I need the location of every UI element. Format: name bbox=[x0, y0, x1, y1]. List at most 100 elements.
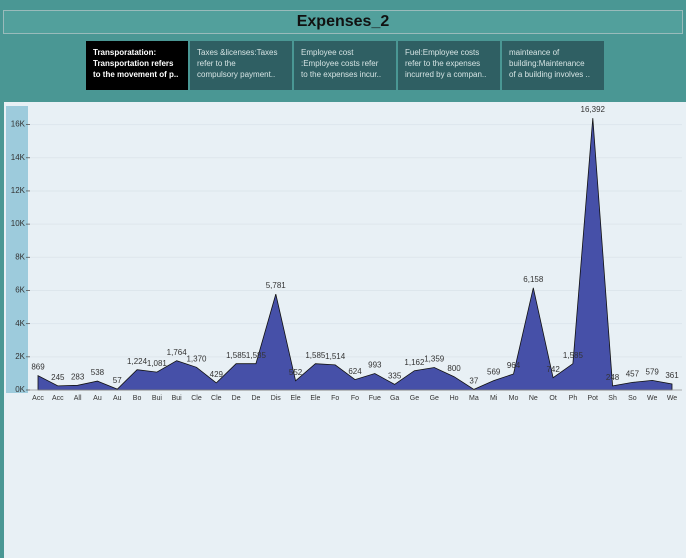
tab-text: incurred by a compan.. bbox=[405, 70, 487, 79]
filter-tab[interactable]: Fuel:Employee costs refer to the expenses… bbox=[398, 41, 500, 90]
tab-text: Transportation refers bbox=[93, 59, 174, 68]
data-label: 361 bbox=[665, 371, 679, 380]
y-tick-label: 4K bbox=[15, 319, 25, 328]
tab-text: Taxes &licenses:Taxes bbox=[197, 48, 278, 57]
x-tick-label: Dis bbox=[271, 395, 282, 402]
chart: 0K 2K 4K 6K 8K 10K 12K 14K 16K 869 Acc 245 Acc 283 All… bbox=[0, 100, 686, 558]
tab-bar: Transporatation: Transportation refers to … bbox=[86, 41, 606, 90]
data-label: 6,158 bbox=[523, 275, 544, 284]
x-tick-label: Ot bbox=[549, 395, 556, 402]
data-label: 248 bbox=[606, 373, 620, 382]
tab-text: Fuel:Employee costs bbox=[405, 48, 480, 57]
x-tick-label: Bo bbox=[133, 395, 142, 402]
x-tick-label: Fo bbox=[331, 395, 339, 402]
x-tick-label: Bui bbox=[172, 395, 183, 402]
data-label: 579 bbox=[646, 368, 660, 377]
filter-tab[interactable]: mainteance of building:Maintenance of a bu… bbox=[502, 41, 604, 90]
dashboard-title: Expenses_2 bbox=[3, 10, 683, 34]
tab-text: refer to the expenses bbox=[405, 59, 481, 68]
data-label: 16,392 bbox=[581, 105, 606, 114]
x-tick-label: Ele bbox=[310, 395, 320, 402]
data-label: 800 bbox=[447, 364, 461, 373]
data-label: 245 bbox=[51, 373, 65, 382]
x-tick-label: Ga bbox=[390, 395, 399, 402]
tab-text: Employee cost bbox=[301, 48, 354, 57]
x-tick-label: Ele bbox=[291, 395, 301, 402]
data-label: 538 bbox=[91, 368, 105, 377]
chart-panel bbox=[4, 102, 686, 558]
data-label: 552 bbox=[289, 368, 303, 377]
filter-tab[interactable]: Transporatation: Transportation refers to … bbox=[86, 41, 188, 90]
data-label: 624 bbox=[348, 367, 362, 376]
tab-text: of a building involves .. bbox=[509, 70, 590, 79]
filter-tab[interactable]: Employee cost :Employee costs refer to the… bbox=[294, 41, 396, 90]
x-tick-label: De bbox=[232, 395, 241, 402]
x-tick-label: So bbox=[628, 395, 637, 402]
tab-text: mainteance of bbox=[509, 48, 560, 57]
data-label: 1,585 bbox=[305, 351, 326, 360]
data-label: 1,514 bbox=[325, 352, 346, 361]
tab-text: to the expenses incur.. bbox=[301, 70, 382, 79]
data-label: 1,359 bbox=[424, 355, 445, 364]
y-tick-label: 0K bbox=[15, 385, 25, 394]
data-label: 1,585 bbox=[563, 351, 584, 360]
area bbox=[37, 118, 673, 391]
data-label: 1,764 bbox=[167, 348, 188, 357]
x-tick-label: Fue bbox=[369, 395, 381, 402]
x-tick-label: De bbox=[251, 395, 260, 402]
data-label: 57 bbox=[113, 376, 122, 385]
tab-text: refer to the bbox=[197, 59, 236, 68]
y-tick-label: 10K bbox=[11, 219, 26, 228]
data-label: 1,224 bbox=[127, 357, 148, 366]
x-tick-label: We bbox=[647, 395, 657, 402]
data-label: 569 bbox=[487, 368, 501, 377]
y-tick-label: 8K bbox=[15, 252, 25, 261]
x-tick-label: Sh bbox=[608, 395, 617, 402]
y-tick-label: 12K bbox=[11, 186, 26, 195]
data-label: 1,081 bbox=[147, 359, 168, 368]
x-tick-label: Acc bbox=[52, 395, 64, 402]
y-tick-label: 14K bbox=[11, 153, 26, 162]
y-tick-label: 16K bbox=[11, 120, 26, 129]
tab-text: Transporatation: bbox=[93, 48, 157, 57]
data-label: 869 bbox=[31, 363, 45, 372]
tab-text: compulsory payment.. bbox=[197, 70, 276, 79]
x-tick-label: Ma bbox=[469, 395, 479, 402]
data-label: 1,585 bbox=[226, 351, 247, 360]
x-tick-label: Au bbox=[113, 395, 122, 402]
data-label: 964 bbox=[507, 361, 521, 370]
tab-text: to the movement of p.. bbox=[93, 70, 179, 79]
data-label: 742 bbox=[546, 365, 560, 374]
x-tick-label: Bui bbox=[152, 395, 163, 402]
y-axis-band bbox=[6, 106, 28, 393]
x-tick-label: We bbox=[667, 395, 677, 402]
x-tick-label: Mo bbox=[509, 395, 519, 402]
filter-tab[interactable]: Taxes &licenses:Taxes refer to the compuls… bbox=[190, 41, 292, 90]
x-tick-label: Fo bbox=[351, 395, 359, 402]
x-tick-label: All bbox=[74, 395, 82, 402]
y-tick-label: 2K bbox=[15, 352, 25, 361]
tab-text: building:Maintenance bbox=[509, 59, 585, 68]
data-label: 429 bbox=[210, 370, 224, 379]
x-tick-label: Mi bbox=[490, 395, 498, 402]
x-tick-label: Ne bbox=[529, 395, 538, 402]
data-label: 993 bbox=[368, 361, 382, 370]
x-tick-label: Ge bbox=[410, 395, 419, 402]
x-tick-label: Ge bbox=[430, 395, 439, 402]
data-label: 1,162 bbox=[404, 358, 425, 367]
x-tick-label: Cle bbox=[211, 395, 222, 402]
x-tick-label: Ho bbox=[450, 395, 459, 402]
data-label: 37 bbox=[469, 376, 478, 385]
x-tick-label: Acc bbox=[32, 395, 44, 402]
data-label: 283 bbox=[71, 372, 85, 381]
data-label: 1,585 bbox=[246, 351, 267, 360]
y-tick-label: 6K bbox=[15, 286, 25, 295]
x-tick-label: Pot bbox=[587, 395, 598, 402]
data-label: 335 bbox=[388, 372, 402, 381]
x-tick-label: Cle bbox=[191, 395, 202, 402]
tab-text: :Employee costs refer bbox=[301, 59, 379, 68]
data-label: 1,370 bbox=[186, 354, 207, 363]
x-tick-label: Au bbox=[93, 395, 102, 402]
data-label: 457 bbox=[626, 370, 640, 379]
